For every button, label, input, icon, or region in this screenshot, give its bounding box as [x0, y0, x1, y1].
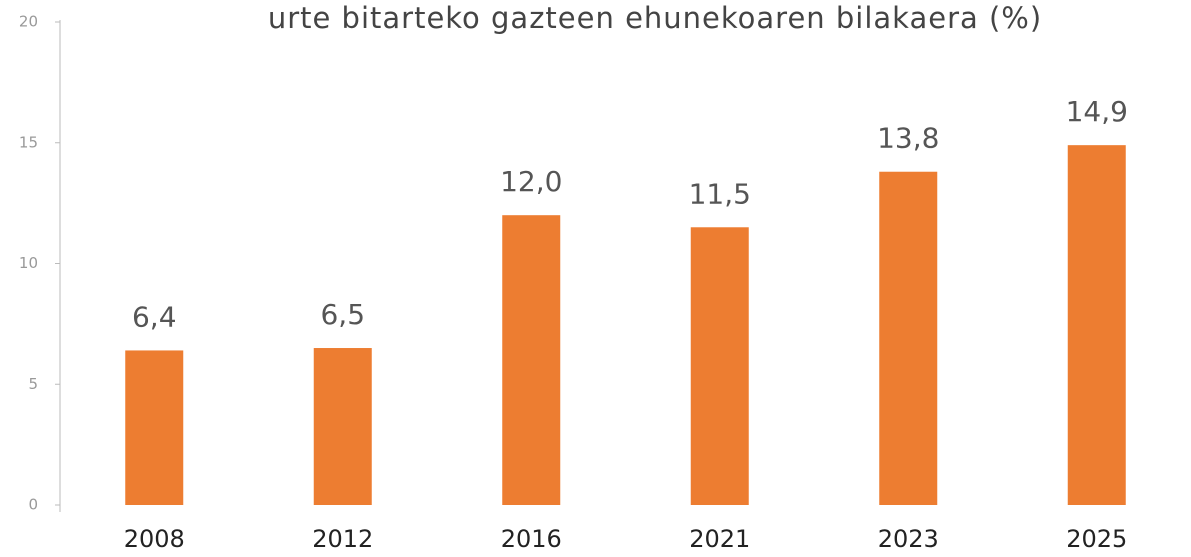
x-tick-label: 2025 [1066, 525, 1127, 553]
bar [879, 171, 938, 506]
value-label: 14,9 [1066, 95, 1128, 128]
bar [125, 350, 184, 505]
x-tick-label: 2012 [312, 525, 373, 553]
x-tick-label: 2016 [501, 525, 562, 553]
value-label: 11,5 [689, 177, 751, 210]
x-tick-label: 2023 [878, 525, 939, 553]
value-label: 13,8 [877, 122, 939, 155]
x-tick-label: 2021 [689, 525, 750, 553]
y-tick-label: 15 [19, 133, 38, 151]
x-tick-label: 2008 [124, 525, 185, 553]
bar [502, 215, 561, 505]
value-label: 6,4 [132, 300, 177, 333]
value-label: 6,5 [320, 298, 365, 331]
y-tick-label: 10 [19, 254, 38, 272]
bar [313, 348, 372, 505]
bar [690, 227, 749, 505]
y-tick-label: 5 [28, 375, 38, 393]
bar [1067, 145, 1126, 506]
chart-title: urte bitarteko gazteen ehunekoaren bilak… [268, 1, 1042, 35]
value-label: 12,0 [500, 165, 562, 198]
y-tick-label: 0 [28, 496, 38, 514]
y-tick-label: 20 [19, 13, 38, 31]
